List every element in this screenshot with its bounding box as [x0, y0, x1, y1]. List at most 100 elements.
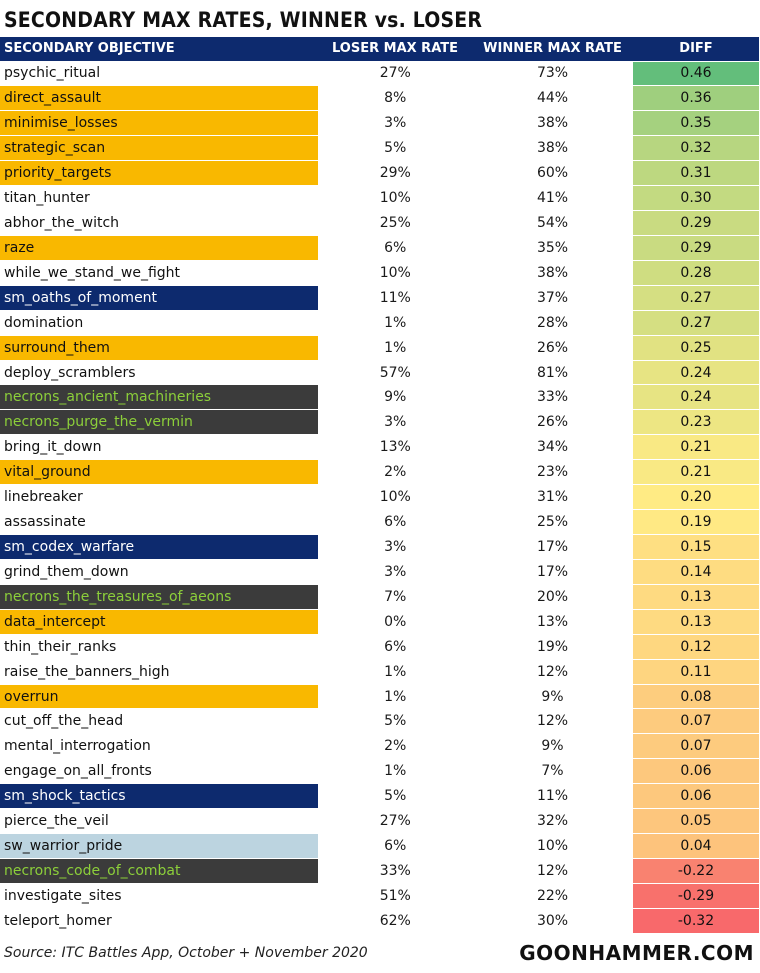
table-row: cut_off_the_head 5% 12% 0.07 [0, 708, 759, 735]
table-row: minimise_losses 3% 38% 0.35 [0, 110, 759, 137]
table-row: sm_oaths_of_moment 11% 37% 0.27 [0, 285, 759, 311]
winner-rate-cell: 7% [472, 758, 633, 785]
diff-cell: 0.29 [633, 235, 759, 261]
table-row: linebreaker 10% 31% 0.20 [0, 484, 759, 511]
loser-rate-cell: 3% [318, 534, 472, 560]
diff-cell: 0.12 [633, 634, 759, 660]
diff-cell: 0.20 [633, 484, 759, 511]
loser-rate-cell: 6% [318, 235, 472, 261]
objective-name-cell: necrons_ancient_machineries [0, 384, 319, 411]
table-row: investigate_sites 51% 22% -0.29 [0, 883, 759, 909]
objective-name-cell: bring_it_down [0, 434, 319, 461]
winner-rate-cell: 20% [472, 584, 633, 610]
loser-rate-cell: 2% [318, 733, 472, 760]
table-row: teleport_homer 62% 30% -0.32 [0, 908, 759, 934]
loser-rate-cell: 8% [318, 85, 472, 112]
loser-rate-cell: 62% [318, 908, 472, 934]
winner-rate-cell: 13% [472, 609, 633, 635]
loser-rate-cell: 3% [318, 559, 472, 585]
table-row: domination 1% 28% 0.27 [0, 310, 759, 336]
objective-name-cell: sm_codex_warfare [0, 534, 319, 560]
chart-title: SECONDARY MAX RATES, WINNER vs. LOSER [4, 8, 483, 32]
winner-rate-cell: 60% [472, 160, 633, 187]
loser-rate-cell: 3% [318, 110, 472, 137]
winner-rate-cell: 11% [472, 783, 633, 810]
table-row: raze 6% 35% 0.29 [0, 235, 759, 261]
objective-name-cell: pierce_the_veil [0, 808, 319, 835]
loser-rate-cell: 25% [318, 210, 472, 236]
diff-cell: 0.13 [633, 584, 759, 610]
winner-rate-cell: 38% [472, 260, 633, 286]
objective-name-cell: titan_hunter [0, 185, 319, 212]
winner-rate-cell: 17% [472, 534, 633, 560]
table-row: psychic_ritual 27% 73% 0.46 [0, 61, 759, 87]
diff-cell: 0.08 [633, 684, 759, 710]
objective-name-cell: deploy_scramblers [0, 360, 319, 386]
winner-rate-cell: 9% [472, 733, 633, 760]
winner-rate-cell: 17% [472, 559, 633, 585]
winner-rate-cell: 32% [472, 808, 633, 835]
objective-name-cell: sw_warrior_pride [0, 833, 319, 859]
objective-name-cell: engage_on_all_fronts [0, 758, 319, 785]
winner-rate-cell: 10% [472, 833, 633, 859]
loser-rate-cell: 9% [318, 384, 472, 411]
objective-name-cell: while_we_stand_we_fight [0, 260, 319, 286]
objective-name-cell: necrons_the_treasures_of_aeons [0, 584, 319, 610]
loser-rate-cell: 6% [318, 833, 472, 859]
table-row: raise_the_banners_high 1% 12% 0.11 [0, 659, 759, 685]
winner-rate-cell: 26% [472, 409, 633, 436]
loser-rate-cell: 10% [318, 185, 472, 212]
objective-name-cell: cut_off_the_head [0, 708, 319, 735]
loser-rate-cell: 1% [318, 758, 472, 785]
diff-cell: 0.07 [633, 733, 759, 760]
winner-rate-cell: 54% [472, 210, 633, 236]
loser-rate-cell: 27% [318, 808, 472, 835]
table-row: necrons_code_of_combat 33% 12% -0.22 [0, 858, 759, 884]
loser-rate-cell: 6% [318, 509, 472, 536]
diff-cell: 0.27 [633, 285, 759, 311]
loser-rate-cell: 11% [318, 285, 472, 311]
diff-cell: 0.31 [633, 160, 759, 187]
diff-cell: 0.36 [633, 85, 759, 112]
loser-rate-cell: 10% [318, 260, 472, 286]
diff-cell: 0.28 [633, 260, 759, 286]
table-row: while_we_stand_we_fight 10% 38% 0.28 [0, 260, 759, 286]
diff-cell: 0.24 [633, 384, 759, 411]
table-row: titan_hunter 10% 41% 0.30 [0, 185, 759, 212]
winner-rate-cell: 25% [472, 509, 633, 536]
objective-name-cell: data_intercept [0, 609, 319, 635]
objective-name-cell: strategic_scan [0, 135, 319, 162]
diff-cell: 0.46 [633, 61, 759, 87]
table-row: necrons_purge_the_vermin 3% 26% 0.23 [0, 409, 759, 436]
header-secondary-objective: SECONDARY OBJECTIVE [0, 37, 318, 62]
winner-rate-cell: 12% [472, 708, 633, 735]
winner-rate-cell: 37% [472, 285, 633, 311]
objective-name-cell: surround_them [0, 335, 319, 361]
winner-rate-cell: 22% [472, 883, 633, 909]
objective-name-cell: necrons_purge_the_vermin [0, 409, 319, 436]
winner-rate-cell: 12% [472, 659, 633, 685]
winner-rate-cell: 19% [472, 634, 633, 660]
diff-cell: 0.15 [633, 534, 759, 560]
winner-rate-cell: 31% [472, 484, 633, 511]
winner-rate-cell: 12% [472, 858, 633, 884]
diff-cell: -0.29 [633, 883, 759, 909]
table-row: bring_it_down 13% 34% 0.21 [0, 434, 759, 461]
objective-name-cell: sm_oaths_of_moment [0, 285, 319, 311]
table-row: engage_on_all_fronts 1% 7% 0.06 [0, 758, 759, 785]
loser-rate-cell: 1% [318, 684, 472, 710]
objective-name-cell: sm_shock_tactics [0, 783, 319, 810]
diff-cell: -0.32 [633, 908, 759, 934]
objective-name-cell: investigate_sites [0, 883, 319, 909]
diff-cell: 0.21 [633, 459, 759, 486]
loser-rate-cell: 7% [318, 584, 472, 610]
winner-rate-cell: 44% [472, 85, 633, 112]
table-row: sm_shock_tactics 5% 11% 0.06 [0, 783, 759, 810]
objective-name-cell: grind_them_down [0, 559, 319, 585]
secondary-rates-table: SECONDARY OBJECTIVE LOSER MAX RATE WINNE… [0, 37, 759, 934]
table-row: direct_assault 8% 44% 0.36 [0, 85, 759, 112]
table-row: sm_codex_warfare 3% 17% 0.15 [0, 534, 759, 560]
diff-cell: 0.23 [633, 409, 759, 436]
table-row: assassinate 6% 25% 0.19 [0, 509, 759, 536]
source-note: Source: ITC Battles App, October + Novem… [4, 945, 368, 961]
